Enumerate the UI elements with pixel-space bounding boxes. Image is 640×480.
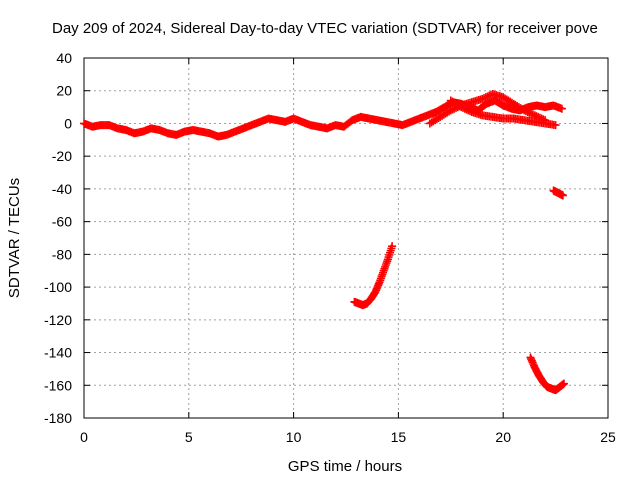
series-arc-2 [549, 186, 567, 200]
x-tick-label: 20 [495, 429, 511, 445]
data-point [520, 106, 529, 115]
series-lower-crossing [446, 96, 560, 130]
data-marks [80, 90, 568, 395]
data-point [460, 104, 469, 113]
data-point [557, 104, 566, 113]
y-tick-label: -160 [44, 377, 72, 393]
data-point [388, 242, 397, 251]
data-point [466, 107, 475, 116]
data-point [527, 109, 536, 118]
y-tick-label: -80 [52, 246, 72, 262]
y-tick-label: 20 [56, 83, 72, 99]
data-point [459, 103, 468, 112]
data-point [559, 379, 568, 388]
y-tick-label: 40 [56, 50, 72, 66]
series-arc-1 [350, 242, 397, 310]
data-point [525, 108, 534, 117]
y-tick-label: -20 [52, 148, 72, 164]
y-tick-label: -120 [44, 312, 72, 328]
y-axis-label: SDTVAR / TECUs [6, 178, 23, 298]
x-tick-label: 15 [391, 429, 407, 445]
y-tick-label: 0 [64, 115, 72, 131]
plot-frame [83, 57, 609, 419]
x-tick-label: 10 [286, 429, 302, 445]
data-point [464, 106, 473, 115]
data-point [521, 107, 530, 116]
data-point [446, 106, 455, 115]
data-point [528, 110, 537, 119]
data-point [483, 92, 492, 101]
y-tick-label: -60 [52, 214, 72, 230]
x-tick-label: 0 [80, 429, 88, 445]
data-point [479, 94, 488, 103]
chart-title: Day 209 of 2024, Sidereal Day-to-day VTE… [52, 20, 598, 37]
series-arc-3 [526, 353, 568, 395]
data-point [462, 105, 471, 114]
data-point [448, 105, 457, 114]
y-tick-label: -180 [44, 410, 72, 426]
series-main-band [80, 96, 566, 141]
data-point [551, 121, 560, 130]
y-tick-label: -140 [44, 345, 72, 361]
axis-ticks: 0 5 10 15 20 25 40 20 0 -20 -40 -60 -80 -100 -120 -140 -… [44, 50, 616, 445]
x-tick-label: 5 [185, 429, 193, 445]
y-tick-label: -40 [52, 181, 72, 197]
data-point [523, 108, 532, 116]
data-point [558, 191, 567, 200]
data-point [481, 93, 490, 102]
y-tick-label: -100 [44, 279, 72, 295]
x-axis-label: GPS time / hours [288, 458, 402, 475]
x-tick-label: 25 [600, 429, 616, 445]
data-point [485, 91, 494, 100]
data-point [457, 103, 466, 112]
data-point [478, 94, 487, 103]
